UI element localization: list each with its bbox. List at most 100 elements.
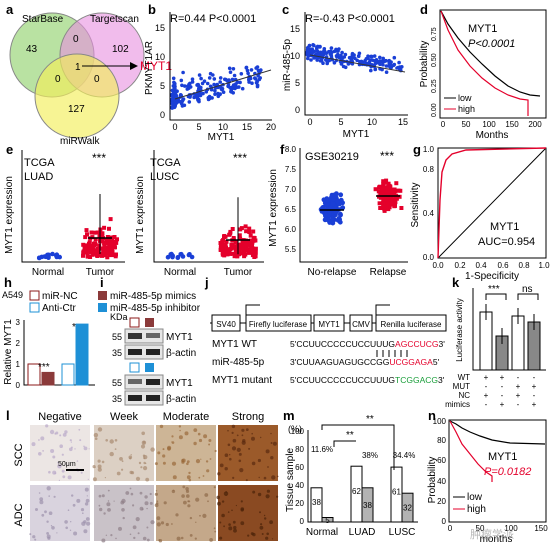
scatter-point bbox=[220, 86, 225, 91]
cell-nucleus bbox=[171, 461, 177, 466]
scatter-point bbox=[307, 50, 311, 54]
cell-nucleus bbox=[198, 438, 203, 443]
tumor-point bbox=[107, 226, 111, 231]
sig-bracket bbox=[485, 293, 507, 300]
panel-letter: d bbox=[420, 2, 428, 17]
cell-nucleus bbox=[236, 447, 241, 452]
scatter-point bbox=[397, 60, 401, 65]
scatter-point bbox=[173, 87, 177, 91]
cell-nucleus bbox=[48, 470, 51, 474]
cell-nucleus bbox=[114, 439, 118, 442]
relapse-point bbox=[388, 188, 393, 193]
cell-nucleus bbox=[125, 491, 130, 495]
km-high-curve bbox=[449, 420, 493, 482]
row-header: SCC bbox=[13, 443, 25, 466]
cell-nucleus bbox=[146, 507, 148, 510]
relapse-point bbox=[381, 179, 386, 184]
km-pvalue: P=0.0182 bbox=[484, 466, 531, 478]
tumor-point bbox=[223, 242, 228, 247]
y-tick: 1 bbox=[16, 360, 21, 369]
y-tick: 0 bbox=[442, 517, 447, 526]
cell-nucleus bbox=[180, 536, 184, 540]
cell-nucleus bbox=[248, 447, 251, 450]
x-tick: 10 bbox=[367, 117, 377, 127]
cell-nucleus bbox=[129, 487, 132, 490]
y-tick: 5.5 bbox=[285, 245, 297, 254]
cell-nucleus bbox=[48, 511, 53, 515]
cell-nucleus bbox=[207, 500, 209, 503]
cell-nucleus bbox=[135, 476, 141, 481]
tumor-point bbox=[247, 230, 252, 234]
cell-nucleus bbox=[272, 441, 277, 446]
cell-nucleus bbox=[61, 453, 64, 456]
x-tick: 50 bbox=[476, 524, 485, 533]
cell-nucleus bbox=[231, 424, 236, 429]
tumor-point bbox=[81, 250, 86, 255]
y-label: Sensitivity bbox=[410, 182, 421, 227]
group-label: Normal bbox=[164, 267, 196, 278]
y-tick: 15 bbox=[290, 24, 300, 34]
tumor-point bbox=[97, 243, 102, 248]
tumor-point bbox=[223, 234, 228, 239]
scatter-point bbox=[319, 59, 324, 63]
tumor-point bbox=[92, 230, 97, 235]
scatter-point bbox=[309, 58, 313, 62]
scatter-point bbox=[306, 56, 310, 61]
lane-swatch bbox=[145, 363, 154, 372]
cell-nucleus bbox=[72, 503, 76, 507]
x-label: Months bbox=[476, 130, 509, 141]
cell-nucleus bbox=[58, 479, 61, 481]
bar-value: 61 bbox=[392, 488, 401, 497]
trend-line bbox=[309, 54, 406, 73]
venn-count: 43 bbox=[26, 44, 38, 55]
normal-point bbox=[45, 252, 50, 258]
tumor-point bbox=[89, 230, 94, 235]
bar-value: 38 bbox=[363, 501, 372, 510]
scatter-point bbox=[384, 70, 389, 74]
axes bbox=[307, 430, 418, 523]
scatter-point bbox=[318, 44, 322, 49]
legend-label: miR-485-5p inhibitor bbox=[110, 303, 201, 314]
cell-nucleus bbox=[232, 520, 236, 524]
cell-nucleus bbox=[150, 447, 155, 452]
scatter-point bbox=[334, 49, 339, 53]
scatter-point bbox=[216, 91, 220, 96]
relapse-point bbox=[391, 189, 396, 194]
y-tick: 3 bbox=[16, 318, 21, 327]
scatter-point bbox=[230, 77, 235, 82]
cell-nucleus bbox=[228, 526, 233, 531]
x-tick: 1.0 bbox=[538, 261, 550, 270]
bar bbox=[479, 311, 493, 371]
group-label: Normal bbox=[306, 527, 338, 538]
sign-cell: - bbox=[501, 391, 504, 400]
y-tick: 0 bbox=[295, 105, 300, 115]
arrow-head bbox=[130, 62, 138, 70]
scatter-point bbox=[315, 46, 319, 51]
scatter-point bbox=[183, 84, 187, 88]
construct-label: SV40 bbox=[216, 320, 236, 329]
tumor-point bbox=[108, 250, 113, 255]
sign-cell: + bbox=[516, 382, 521, 391]
cell-nucleus bbox=[129, 533, 132, 536]
cell-nucleus bbox=[38, 452, 42, 456]
cell-nucleus bbox=[240, 521, 245, 526]
cell-nucleus bbox=[228, 523, 231, 526]
scatter-point bbox=[240, 86, 245, 91]
cell-nucleus bbox=[135, 517, 140, 522]
tumor-point bbox=[253, 249, 258, 254]
tumor-point bbox=[249, 249, 254, 254]
tumor-point bbox=[247, 226, 252, 231]
relapse-point bbox=[381, 182, 386, 187]
bar bbox=[41, 371, 55, 386]
sign-cell: - bbox=[533, 391, 536, 400]
cell-nucleus bbox=[245, 428, 249, 431]
relapse-point bbox=[392, 204, 397, 209]
blot-strip bbox=[124, 344, 164, 360]
y-tick: 20 bbox=[437, 497, 446, 506]
tumor-point bbox=[115, 237, 119, 242]
promoter-arrow bbox=[375, 304, 390, 315]
x-tick: 10 bbox=[218, 122, 228, 132]
cell-nucleus bbox=[101, 538, 106, 543]
cell-nucleus bbox=[238, 459, 242, 463]
tumor-point bbox=[99, 235, 104, 240]
